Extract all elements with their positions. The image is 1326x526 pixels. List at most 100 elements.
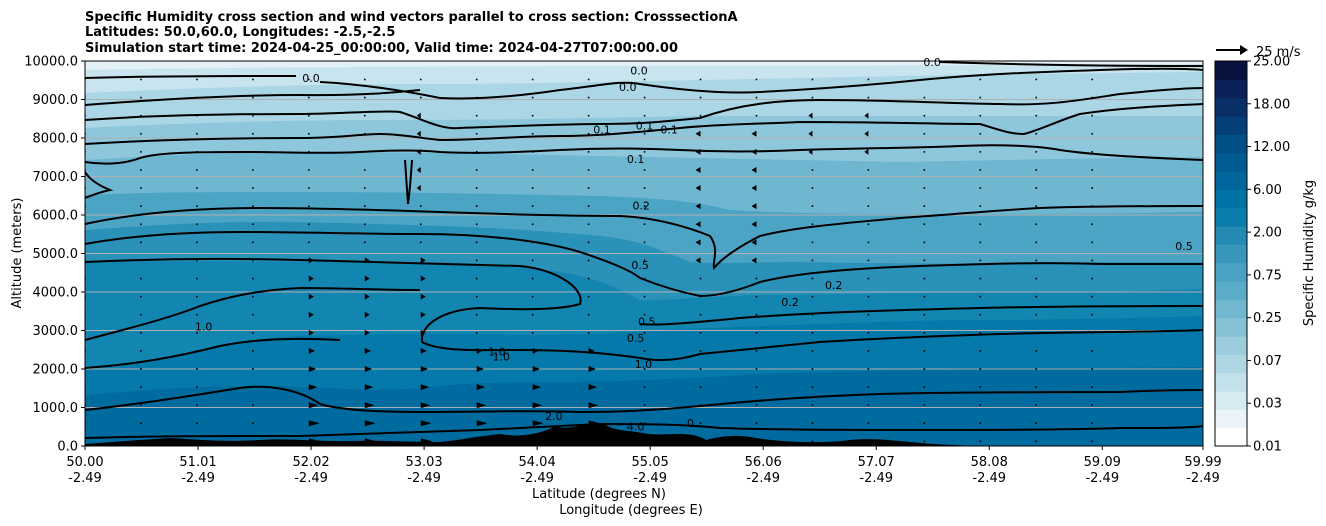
wind-vector — [923, 440, 926, 443]
wind-vector — [811, 169, 814, 171]
wind-vector — [1091, 259, 1094, 262]
wind-vector — [252, 259, 254, 262]
wind-vector — [695, 130, 701, 137]
wind-vector — [1091, 241, 1094, 244]
x-tick-label-longitude: -2.49 — [746, 471, 780, 486]
wind-vector — [923, 241, 926, 244]
wind-vector — [588, 347, 595, 354]
wind-vector — [979, 422, 982, 425]
wind-vector — [643, 151, 646, 153]
wind-vector — [979, 96, 982, 99]
wind-vector — [531, 332, 534, 334]
colorbar-tick-label: 0.03 — [1253, 397, 1282, 412]
wind-vector — [1091, 350, 1094, 352]
x-tick-label-latitude: 56.06 — [745, 455, 782, 470]
wind-vector — [1091, 404, 1094, 406]
wind-vector — [699, 313, 702, 316]
wind-vector — [923, 132, 926, 135]
wind-vector — [1035, 386, 1038, 388]
wind-vector — [979, 169, 982, 171]
wind-vector — [808, 148, 813, 155]
wind-vector — [1091, 78, 1094, 81]
contour-line-1-0-a — [85, 257, 1203, 362]
wind-vector — [252, 169, 254, 171]
wind-vector — [1091, 151, 1094, 153]
y-axis: 0.0 1000.0 2000.0 3000.0 4000.0 5000.0 6000.0 7… — [24, 55, 85, 455]
wind-vector — [755, 78, 758, 81]
wind-vector — [699, 350, 702, 352]
wind-vector — [196, 96, 198, 99]
wind-vector — [811, 386, 814, 388]
wind-vector — [923, 114, 926, 117]
wind-vector — [252, 386, 254, 388]
wind-vector — [196, 350, 198, 352]
wind-vector — [364, 293, 370, 300]
wind-vector — [308, 366, 317, 372]
wind-vector — [363, 205, 366, 207]
wind-vector — [587, 259, 590, 262]
colorbar-tick-label: 2.00 — [1253, 226, 1282, 241]
wind-vector — [140, 223, 142, 226]
wind-vector — [1035, 78, 1038, 81]
colorbar-tick-label: 12.00 — [1253, 140, 1290, 155]
colorbar-segment — [1215, 134, 1247, 154]
wind-vector — [587, 223, 590, 226]
wind-vector — [531, 205, 534, 207]
wind-vector — [196, 114, 198, 117]
wind-vector — [751, 257, 757, 264]
wind-vector — [196, 132, 198, 135]
wind-vector — [867, 241, 870, 244]
wind-vector — [751, 130, 757, 137]
x-tick-label-longitude: -2.49 — [68, 471, 102, 486]
wind-vector — [755, 350, 758, 352]
wind-vector — [140, 386, 142, 388]
contour-line-2-0 — [85, 385, 1203, 414]
wind-vector — [811, 332, 814, 334]
chart-title-line-3: Simulation start time: 2024-04-25_00:00:… — [85, 41, 678, 56]
contour-line-0-2-drop — [404, 159, 413, 205]
colorbar-tick-label: 6.00 — [1253, 183, 1282, 198]
quiver-key-arrowhead — [1240, 45, 1248, 55]
wind-vector — [364, 438, 377, 445]
wind-vector — [643, 332, 646, 334]
wind-vector — [475, 132, 478, 135]
contour-label: 4.0 — [627, 420, 645, 433]
colorbar-segment — [1215, 97, 1247, 117]
wind-vectors — [85, 78, 1094, 445]
wind-vector — [751, 203, 757, 210]
wind-vector — [643, 368, 646, 370]
wind-vector — [420, 420, 432, 427]
wind-vector — [923, 205, 926, 207]
wind-vector — [196, 259, 198, 262]
wind-vector — [751, 148, 757, 155]
colorbar-segment — [1215, 299, 1247, 319]
wind-vector — [811, 440, 814, 443]
wind-vector — [643, 114, 646, 117]
contour-label: 2.0 — [545, 410, 563, 423]
wind-vector — [252, 78, 254, 81]
wind-vector — [979, 132, 982, 135]
colorbar-segment — [1215, 207, 1247, 227]
wind-vector — [923, 259, 926, 262]
wind-vector — [196, 313, 198, 316]
contour-line-0-1-a — [85, 89, 421, 106]
colorbar-segment — [1215, 226, 1247, 245]
wind-vector — [252, 151, 254, 153]
wind-vector — [140, 96, 142, 99]
y-tick-label: 9000.0 — [33, 93, 79, 108]
wind-vector — [363, 241, 366, 244]
x-tick-label-longitude: -2.49 — [633, 471, 667, 486]
wind-vector — [695, 203, 701, 210]
wind-vector — [979, 313, 982, 316]
wind-vector — [308, 241, 310, 244]
wind-vector — [364, 275, 370, 282]
x-tick-label-longitude: -2.49 — [407, 471, 441, 486]
plot-area — [85, 61, 1203, 446]
wind-vector — [1035, 169, 1038, 171]
wind-vector — [979, 332, 982, 334]
wind-vector — [867, 404, 870, 406]
humidity-band-very-high — [85, 61, 1203, 93]
wind-vector — [420, 311, 426, 318]
wind-vector — [1091, 132, 1094, 135]
wind-vector — [699, 386, 702, 388]
